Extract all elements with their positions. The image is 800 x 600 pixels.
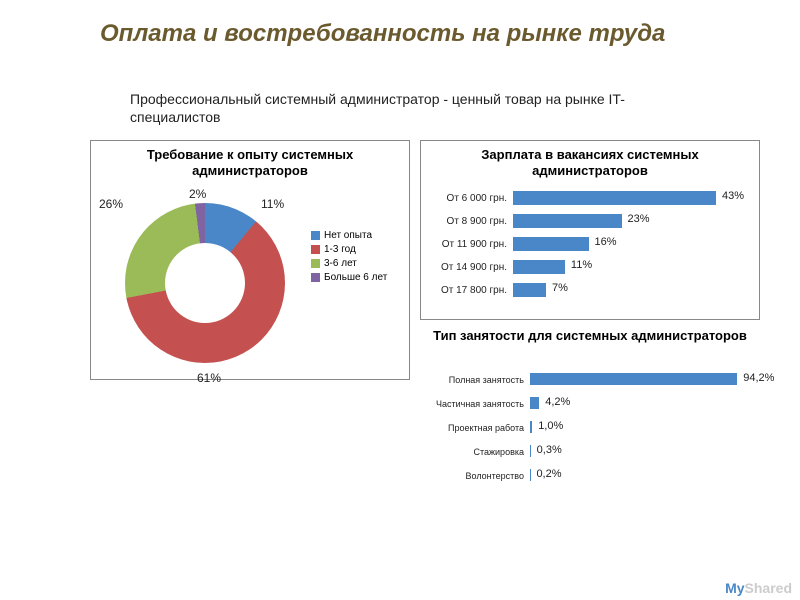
bar-row: От 17 800 грн. 7% (421, 281, 749, 299)
bar-value: 1,0% (538, 420, 563, 432)
legend-item: 3-6 лет (311, 258, 387, 269)
bar-row: Стажировка 0,3% (420, 444, 750, 460)
bar-fill (513, 214, 622, 228)
bar-label: Полная занятость (420, 375, 530, 385)
bar-value: 16% (595, 236, 617, 248)
slide-title: Оплата и востребованность на рынке труда (100, 20, 700, 49)
legend-swatch (311, 231, 320, 240)
bar-fill (513, 191, 716, 205)
bar-fill (530, 397, 539, 409)
watermark-shared: Shared (745, 580, 792, 596)
legend-swatch (311, 273, 320, 282)
bar-row: От 6 000 грн. 43% (421, 189, 749, 207)
bar-row: Волонтерство 0,2% (420, 468, 750, 484)
bar-label: От 8 900 грн. (421, 216, 513, 227)
bar-track: 23% (513, 214, 749, 228)
slide-subtitle: Профессиональный системный администратор… (130, 90, 690, 126)
bar-value: 23% (628, 213, 650, 225)
employment-bars: Полная занятость94,2% Частичная занятость… (420, 360, 760, 496)
employment-chart-box: Полная занятость94,2% Частичная занятость… (420, 360, 760, 560)
bar-track: 4,2% (530, 397, 750, 411)
donut-slice-label: 11% (261, 197, 284, 211)
bar-track: 94,2% (530, 373, 750, 387)
bar-value: 11% (571, 259, 592, 271)
bar-fill (530, 421, 532, 433)
bar-fill (530, 445, 531, 457)
bar-fill (513, 260, 565, 274)
bar-label: От 14 900 грн. (421, 262, 513, 273)
salary-bars: От 6 000 грн. 43% От 8 900 грн. 23% От 11 90… (421, 180, 759, 308)
donut-slice-label: 61% (197, 371, 221, 385)
bar-label: Частичная занятость (420, 399, 530, 409)
bar-label: От 17 800 грн. (421, 285, 513, 296)
bar-row: Проектная работа 1,0% (420, 420, 750, 436)
watermark: MyShared (725, 580, 792, 596)
bar-value: 4,2% (545, 396, 570, 408)
bar-label: От 6 000 грн. (421, 193, 513, 204)
donut-hole (165, 243, 245, 323)
legend-item: Больше 6 лет (311, 272, 387, 283)
legend-label: Нет опыта (324, 230, 372, 241)
bar-label: Волонтерство (420, 471, 530, 481)
donut-legend: Нет опыта 1-3 год 3-6 лет Больше 6 лет (311, 227, 387, 286)
donut-slice-label: 2% (189, 187, 206, 201)
salary-chart-title: Зарплата в вакансиях системных администр… (421, 141, 759, 180)
bar-row: От 11 900 грн. 16% (421, 235, 749, 253)
bar-track: 0,3% (530, 445, 750, 459)
bar-row: От 14 900 грн. 11% (421, 258, 749, 276)
donut-wrap: 11%61%26%2% (125, 203, 285, 363)
bar-track: 16% (513, 237, 749, 251)
bar-value: 0,2% (536, 468, 561, 480)
salary-chart-box: Зарплата в вакансиях системных администр… (420, 140, 760, 320)
bar-value: 43% (722, 190, 744, 202)
bar-track: 1,0% (530, 421, 750, 435)
legend-item: 1-3 год (311, 244, 387, 255)
bar-fill (513, 237, 589, 251)
bar-value: 94,2% (743, 372, 774, 384)
donut-slice-label: 26% (99, 197, 123, 211)
legend-swatch (311, 259, 320, 268)
bar-track: 11% (513, 260, 749, 274)
bar-label: Стажировка (420, 447, 530, 457)
bar-row: Частичная занятость 4,2% (420, 396, 750, 412)
employment-chart-title: Тип занятости для системных администрато… (420, 328, 760, 343)
bar-row: От 8 900 грн. 23% (421, 212, 749, 230)
legend-label: 3-6 лет (324, 258, 357, 269)
bar-value: 7% (552, 282, 568, 294)
legend-label: 1-3 год (324, 244, 356, 255)
bar-label: От 11 900 грн. (421, 239, 513, 250)
bar-track: 7% (513, 283, 749, 297)
watermark-my: My (725, 580, 744, 596)
legend-label: Больше 6 лет (324, 272, 387, 283)
bar-row: Полная занятость94,2% (420, 372, 750, 388)
bar-track: 0,2% (530, 469, 750, 483)
bar-label: Проектная работа (420, 423, 530, 433)
bar-fill (513, 283, 546, 297)
bar-track: 43% (513, 191, 749, 205)
bar-fill (530, 373, 737, 385)
bar-value: 0,3% (537, 444, 562, 456)
donut-title: Требование к опыту системных администрат… (91, 141, 409, 180)
legend-swatch (311, 245, 320, 254)
donut-chart-box: Требование к опыту системных администрат… (90, 140, 410, 380)
legend-item: Нет опыта (311, 230, 387, 241)
